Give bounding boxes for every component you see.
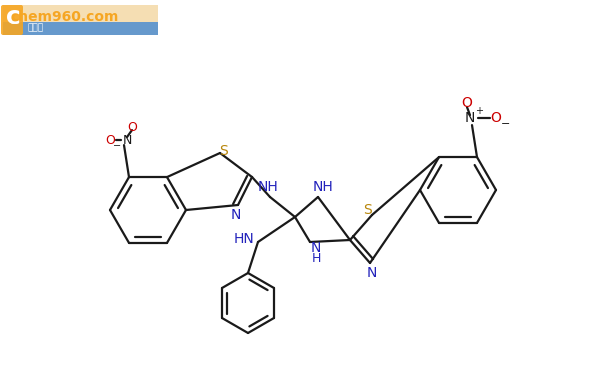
Text: HN: HN bbox=[234, 232, 254, 246]
Text: chem960.com: chem960.com bbox=[10, 10, 119, 24]
Text: NH: NH bbox=[258, 180, 278, 194]
Text: S: S bbox=[218, 144, 227, 158]
Text: O: O bbox=[491, 111, 502, 125]
Text: N: N bbox=[465, 111, 475, 125]
Text: O: O bbox=[462, 96, 473, 110]
Text: −: − bbox=[502, 119, 511, 129]
Text: NH: NH bbox=[313, 180, 333, 194]
Text: C: C bbox=[6, 10, 19, 28]
Text: N: N bbox=[231, 208, 241, 222]
Text: 化工网: 化工网 bbox=[28, 24, 44, 33]
Text: O: O bbox=[105, 134, 115, 147]
FancyBboxPatch shape bbox=[3, 5, 158, 35]
Text: H: H bbox=[312, 252, 321, 264]
Text: −: − bbox=[113, 141, 121, 151]
Text: O: O bbox=[127, 121, 137, 134]
Text: +: + bbox=[475, 106, 483, 116]
Text: N: N bbox=[122, 134, 132, 147]
Bar bbox=[3, 22, 158, 35]
Text: N: N bbox=[311, 241, 321, 255]
Text: N: N bbox=[367, 266, 377, 280]
Text: C: C bbox=[6, 9, 21, 28]
FancyBboxPatch shape bbox=[1, 5, 23, 35]
Text: S: S bbox=[362, 203, 371, 217]
